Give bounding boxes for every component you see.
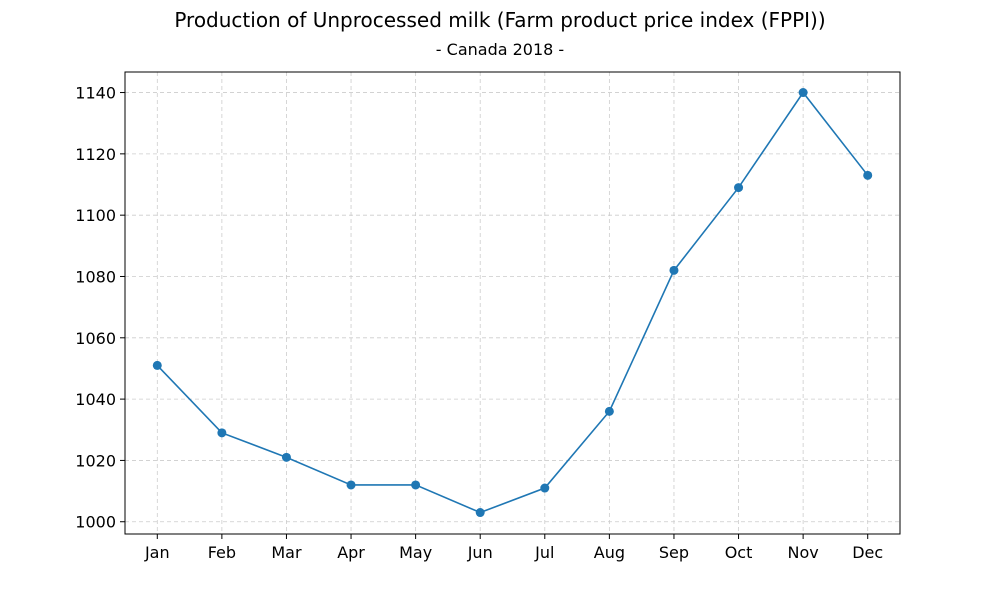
x-tick-label: Jan <box>144 543 170 562</box>
y-tick-label: 1040 <box>75 390 116 409</box>
y-tick-label: 1020 <box>75 451 116 470</box>
data-point <box>152 360 162 370</box>
x-tick-label: Apr <box>337 543 365 562</box>
x-tick-label: Dec <box>852 543 883 562</box>
data-point <box>281 452 291 462</box>
data-point <box>540 483 550 493</box>
x-tick-label: Aug <box>594 543 625 562</box>
grid-layer <box>125 72 900 534</box>
x-tick-label: Feb <box>208 543 236 562</box>
y-tick-label: 1000 <box>75 513 116 532</box>
plot-frame <box>124 71 901 535</box>
series-line <box>156 91 869 514</box>
y-tick-label: 1060 <box>75 329 116 348</box>
data-point <box>863 170 873 180</box>
y-tick-label: 1140 <box>75 84 116 103</box>
data-point <box>798 88 808 98</box>
x-tick-label: Jul <box>534 543 554 562</box>
series-layer <box>152 88 873 518</box>
x-tick-label: Sep <box>659 543 689 562</box>
data-point <box>604 406 614 416</box>
chart-title: Production of Unprocessed milk (Farm pro… <box>174 8 826 32</box>
x-tick-label: Oct <box>725 543 753 562</box>
data-point <box>734 183 744 193</box>
y-tick-label: 1080 <box>75 267 116 286</box>
x-tick-label: May <box>399 543 432 562</box>
x-tick-label: Nov <box>788 543 819 562</box>
data-point <box>475 508 485 518</box>
data-point <box>411 480 421 490</box>
chart-subtitle: - Canada 2018 - <box>435 40 565 59</box>
axis-layer: Jan Feb Mar Apr May Jun Jul Aug Sep Oct Nov Dec 1000… <box>75 71 901 562</box>
data-point <box>346 480 356 490</box>
x-tick-label: Jun <box>467 543 493 562</box>
y-tick-label: 1100 <box>75 206 116 225</box>
y-tick-label: 1120 <box>75 145 116 164</box>
x-tick-label: Mar <box>271 543 302 562</box>
data-point <box>669 265 679 275</box>
data-point <box>217 428 227 438</box>
